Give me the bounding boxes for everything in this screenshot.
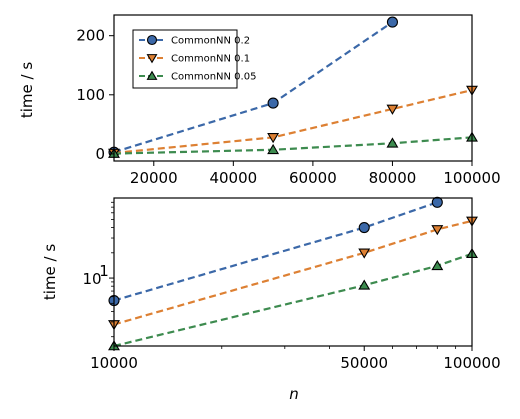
series-line-3 xyxy=(113,136,473,155)
data-point-1-2 xyxy=(358,221,370,234)
x-tick-label: 10000 xyxy=(90,354,138,372)
y-tick-label: 100 xyxy=(76,86,105,104)
data-point-3-2 xyxy=(358,279,371,290)
data-point-2-3 xyxy=(431,225,444,236)
bottom-y-axis-label: time / s xyxy=(41,244,59,300)
bottom-series-layer xyxy=(108,196,478,351)
y-tick-label: 200 xyxy=(76,27,105,45)
bottom-chart: 10000 50000 100000 101 xyxy=(82,196,501,372)
legend-marker-3 xyxy=(146,70,158,80)
legend-label-2: CommonNN 0.1 xyxy=(171,54,250,65)
legend-label-3: CommonNN 0.05 xyxy=(171,72,256,83)
data-point-2-3 xyxy=(386,104,399,115)
top-ticks: 20000 40000 60000 80000 100000 0 100 200 xyxy=(76,27,500,187)
top-chart: 20000 40000 60000 80000 100000 0 100 200 Common… xyxy=(76,14,501,187)
y-tick-label: 0 xyxy=(95,145,105,163)
top-plot-frame xyxy=(113,14,473,162)
data-point-1-3 xyxy=(431,196,443,208)
data-point-1-2 xyxy=(267,97,279,109)
x-tick-label: 60000 xyxy=(289,169,337,187)
bottom-x-axis-label: n xyxy=(289,385,299,403)
legend: CommonNN 0.2 CommonNN 0.1 CommonNN 0.05 xyxy=(132,29,256,89)
bottom-ticks: 10000 50000 100000 101 xyxy=(82,201,501,372)
x-tick-label: 20000 xyxy=(130,169,178,187)
x-tick-label: 100000 xyxy=(443,354,500,372)
top-y-axis-label: time / s xyxy=(18,62,36,118)
series-line-1 xyxy=(113,201,438,302)
data-point-3-2 xyxy=(267,143,280,155)
data-point-2-2 xyxy=(358,248,371,259)
y-tick-exponent: 1 xyxy=(99,262,109,280)
x-tick-label: 80000 xyxy=(369,169,417,187)
x-tick-label: 40000 xyxy=(209,169,257,187)
bottom-plot-frame xyxy=(113,197,473,347)
data-point-3-3 xyxy=(431,259,444,271)
legend-marker-1 xyxy=(146,34,158,46)
legend-label-1: CommonNN 0.2 xyxy=(171,36,250,47)
data-point-2-2 xyxy=(267,133,280,144)
series-line-2 xyxy=(113,219,473,326)
x-tick-label: 100000 xyxy=(443,169,500,187)
legend-marker-2 xyxy=(146,54,158,64)
data-point-1-3 xyxy=(386,16,398,28)
series-line-2 xyxy=(113,88,473,155)
y-tick-label: 10 xyxy=(82,270,101,288)
x-tick-label: 50000 xyxy=(340,354,388,372)
data-point-3-3 xyxy=(386,137,399,148)
